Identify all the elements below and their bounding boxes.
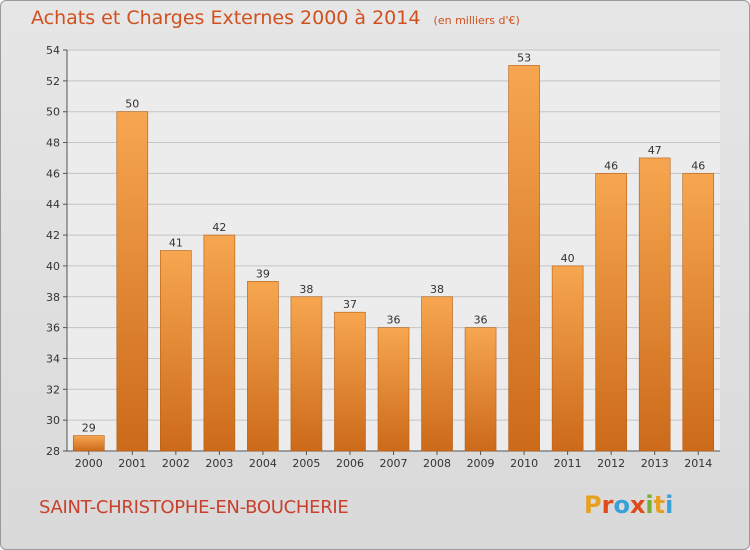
bar [682, 173, 715, 452]
data-label: 40 [561, 252, 575, 265]
data-label: 29 [82, 422, 96, 435]
data-label: 46 [604, 159, 618, 172]
data-label: 36 [387, 314, 401, 327]
y-tick-label: 50 [46, 106, 60, 119]
x-tick-label: 2011 [554, 457, 582, 470]
logo-letter: o [613, 491, 630, 519]
y-tick-label: 54 [46, 44, 60, 57]
bar [421, 296, 453, 452]
y-tick-label: 42 [46, 229, 60, 242]
x-tick-label: 2000 [75, 457, 103, 470]
data-label: 36 [474, 314, 488, 327]
logo-letter: i [665, 491, 674, 519]
x-tick-label: 2014 [684, 457, 712, 470]
data-label: 41 [169, 237, 183, 250]
proxiti-logo[interactable]: Proxiti [584, 491, 673, 519]
x-tick-label: 2004 [249, 457, 277, 470]
x-tick-label: 2009 [467, 457, 495, 470]
y-tick-label: 46 [46, 167, 60, 180]
data-label: 39 [256, 267, 270, 280]
bar [638, 157, 671, 452]
logo-letter: i [645, 491, 654, 519]
y-tick-label: 30 [46, 414, 60, 427]
bar [464, 327, 497, 452]
x-tick-label: 2008 [423, 457, 451, 470]
bar [508, 65, 540, 452]
y-tick-label: 44 [46, 198, 60, 211]
x-tick-label: 2001 [118, 457, 146, 470]
bar [116, 111, 149, 452]
bar [72, 435, 105, 452]
title-row: Achats et Charges Externes 2000 à 2014 (… [31, 7, 520, 29]
x-tick-label: 2005 [292, 457, 320, 470]
x-tick-label: 2012 [597, 457, 625, 470]
data-label: 38 [430, 283, 444, 296]
bar [290, 296, 323, 452]
data-label: 42 [212, 221, 226, 234]
x-tick-label: 2006 [336, 457, 364, 470]
logo-letter: P [584, 491, 602, 519]
bar [377, 327, 410, 452]
y-tick-label: 38 [46, 291, 60, 304]
bar [595, 173, 627, 452]
data-label: 38 [299, 283, 313, 296]
bar [203, 234, 236, 452]
data-label: 47 [648, 144, 662, 157]
bar [247, 281, 279, 452]
x-tick-label: 2013 [641, 457, 669, 470]
bar [551, 265, 584, 452]
logo-letter: t [653, 491, 666, 519]
x-tick-label: 2002 [162, 457, 190, 470]
x-tick-label: 2010 [510, 457, 538, 470]
data-label: 50 [125, 98, 139, 111]
y-tick-label: 34 [46, 352, 60, 365]
bar [160, 250, 192, 452]
logo-letter: x [629, 491, 646, 519]
y-tick-label: 52 [46, 75, 60, 88]
y-tick-label: 28 [46, 445, 60, 458]
bar [334, 311, 366, 452]
x-tick-label: 2007 [380, 457, 408, 470]
y-tick-label: 40 [46, 260, 60, 273]
data-label: 46 [691, 159, 705, 172]
y-tick-label: 48 [46, 137, 60, 150]
data-label: 53 [517, 51, 531, 64]
data-label: 37 [343, 298, 357, 311]
logo-letter: r [601, 491, 614, 519]
y-tick-label: 36 [46, 322, 60, 335]
x-tick-label: 2003 [205, 457, 233, 470]
chart-title: Achats et Charges Externes 2000 à 2014 [31, 7, 421, 29]
y-tick-label: 32 [46, 383, 60, 396]
commune-name: SAINT-CHRISTOPHE-EN-BOUCHERIE [39, 497, 349, 518]
chart-unit: (en milliers d'€) [433, 14, 520, 27]
